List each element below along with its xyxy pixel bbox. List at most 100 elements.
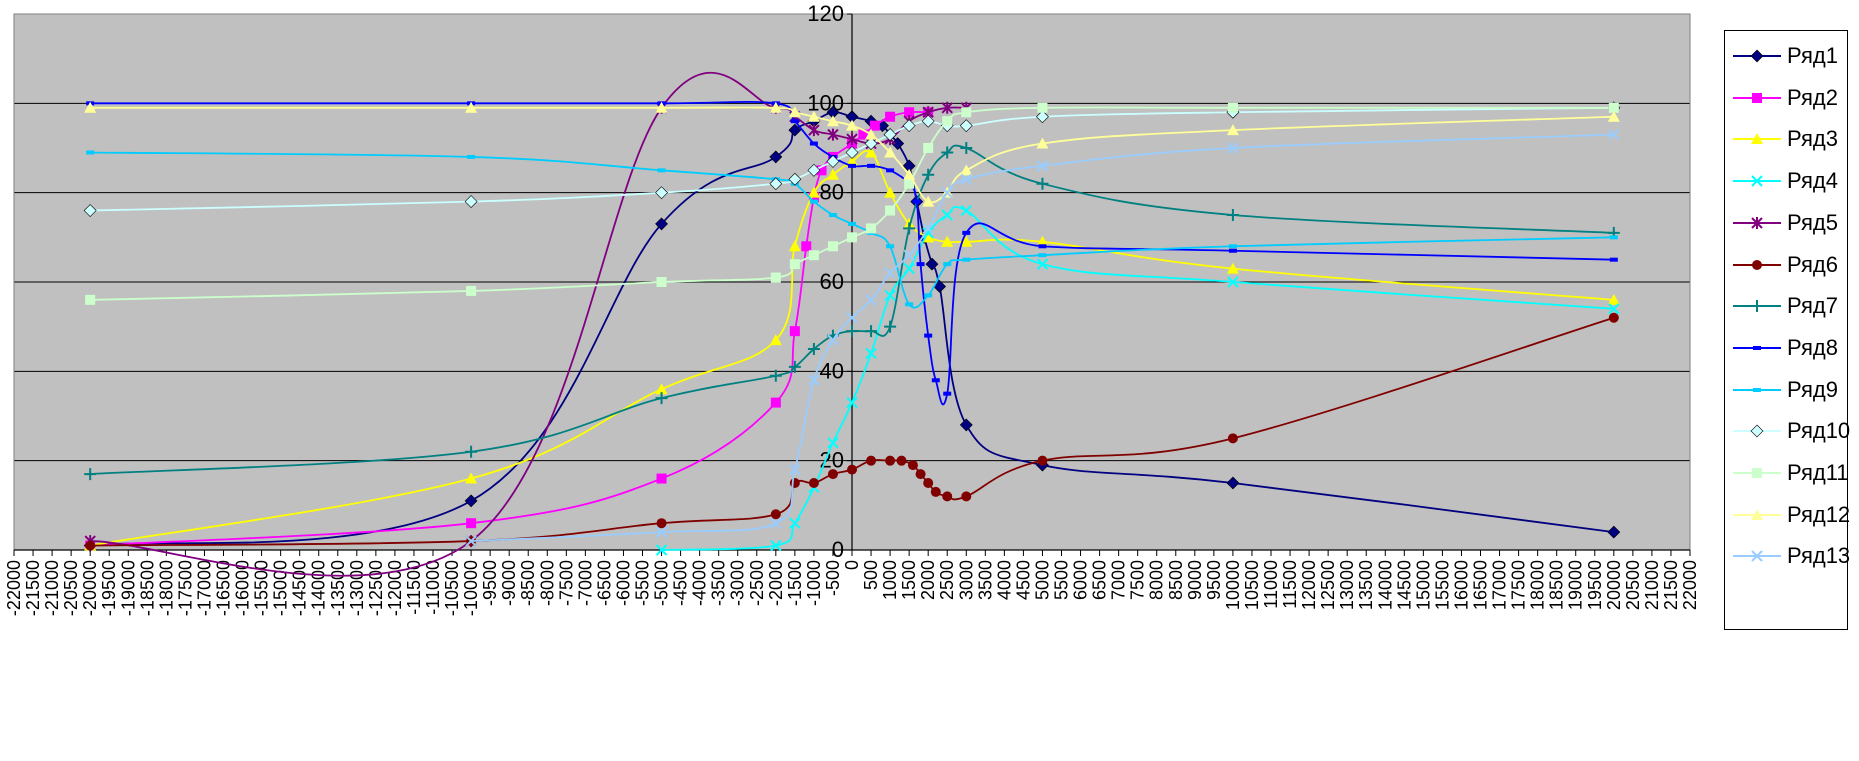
x-axis-ticks: -22000 -21500 -21000 -20500 -20000 -19500 -190… xyxy=(4,550,1700,616)
data-point xyxy=(848,221,856,226)
x-tick-label: -4500 xyxy=(671,560,691,606)
data-point xyxy=(770,272,781,283)
data-point xyxy=(960,173,972,185)
data-point xyxy=(1227,102,1238,113)
legend-swatch xyxy=(1733,550,1781,563)
x-tick-label: -13500 xyxy=(328,560,348,616)
data-point xyxy=(941,146,954,159)
data-point xyxy=(1036,160,1049,172)
x-tick-label: -2500 xyxy=(747,560,767,606)
x-tick-label: 18500 xyxy=(1547,560,1567,610)
data-point xyxy=(960,204,972,217)
x-tick-label: -22000 xyxy=(4,560,24,616)
x-tick-label: -8000 xyxy=(537,560,557,606)
legend-label: Ряд1 xyxy=(1787,43,1838,68)
data-point xyxy=(885,455,896,466)
x-tick-label: 8000 xyxy=(1147,560,1167,600)
legend-item: Ряд8 xyxy=(1731,333,1845,363)
legend-item: Ряд4 xyxy=(1731,166,1845,196)
data-point xyxy=(1037,455,1048,466)
x-tick-label: 2500 xyxy=(937,560,957,600)
data-point xyxy=(790,119,799,124)
data-point xyxy=(864,137,878,150)
data-point xyxy=(467,154,476,159)
data-point xyxy=(1036,235,1049,247)
data-point xyxy=(885,111,896,122)
y-tick-label: 120 xyxy=(807,1,844,26)
x-tick-label: -15500 xyxy=(252,560,272,616)
data-point xyxy=(925,257,939,271)
data-point xyxy=(809,141,818,146)
data-point xyxy=(943,262,952,267)
data-point xyxy=(789,517,801,529)
data-point xyxy=(846,325,858,338)
x-tick-label: 10500 xyxy=(1242,560,1262,610)
data-point xyxy=(904,107,915,118)
x-tick-label: -17000 xyxy=(194,560,214,616)
data-point xyxy=(941,235,954,247)
data-point xyxy=(896,455,907,466)
x-tick-label: 0 xyxy=(842,560,862,570)
data-point xyxy=(921,114,935,128)
x-tick-label: 22000 xyxy=(1680,560,1700,610)
legend-swatch xyxy=(1733,508,1781,520)
data-point xyxy=(886,168,895,173)
data-point xyxy=(1751,300,1763,313)
x-tick-label: -6000 xyxy=(613,560,633,606)
data-point xyxy=(1037,102,1048,113)
x-tick-label: 17000 xyxy=(1490,560,1510,610)
data-point xyxy=(655,526,668,538)
data-point xyxy=(769,334,782,346)
data-point xyxy=(847,232,857,243)
legend-label: Ряд12 xyxy=(1787,501,1851,527)
x-tick-label: 12000 xyxy=(1299,560,1319,610)
data-point xyxy=(923,143,934,153)
data-point xyxy=(1226,262,1239,274)
legend-label: Ряд9 xyxy=(1787,376,1838,402)
x-tick-label: 6000 xyxy=(1071,560,1091,600)
x-tick-label: 3000 xyxy=(956,560,976,600)
data-point xyxy=(930,486,941,497)
data-point xyxy=(903,222,916,235)
x-tick-label: 3500 xyxy=(975,560,995,600)
legend-item: Ряд6 xyxy=(1731,250,1845,280)
legend-swatch xyxy=(1733,216,1781,229)
data-point xyxy=(1609,235,1618,240)
data-point xyxy=(886,244,895,249)
data-point xyxy=(912,199,921,204)
x-tick-label: -13000 xyxy=(347,560,367,616)
data-point xyxy=(1227,433,1238,444)
series-12 xyxy=(84,101,1620,207)
legend-label: Ряд8 xyxy=(1787,334,1838,360)
data-point xyxy=(960,235,973,247)
data-point xyxy=(464,494,478,508)
data-point xyxy=(902,119,916,133)
x-tick-label: 18000 xyxy=(1528,560,1548,610)
data-point xyxy=(905,302,914,307)
legend-swatch xyxy=(1733,424,1781,438)
x-tick-label: -21500 xyxy=(23,560,43,616)
x-tick-label: -9500 xyxy=(480,560,500,606)
data-point xyxy=(826,115,839,127)
data-point xyxy=(1751,216,1763,229)
data-point xyxy=(846,396,858,409)
legend-label: Ряд11 xyxy=(1787,460,1849,485)
data-point xyxy=(848,163,856,168)
x-tick-label: 16000 xyxy=(1451,560,1471,610)
x-tick-label: -19500 xyxy=(99,560,119,616)
x-tick-label: 7500 xyxy=(1128,560,1148,600)
data-point xyxy=(1607,110,1620,122)
data-point xyxy=(846,312,858,324)
data-point xyxy=(1226,476,1240,490)
y-tick-label: 0 xyxy=(832,537,844,562)
data-point xyxy=(1036,258,1049,270)
data-point xyxy=(903,168,916,180)
data-point xyxy=(1228,248,1237,253)
data-point xyxy=(808,374,820,386)
data-point xyxy=(770,539,782,552)
data-point xyxy=(1609,257,1618,262)
x-tick-label: 7000 xyxy=(1109,560,1129,600)
data-point xyxy=(960,142,973,154)
data-point xyxy=(655,186,668,200)
x-tick-label: -5500 xyxy=(633,560,653,606)
